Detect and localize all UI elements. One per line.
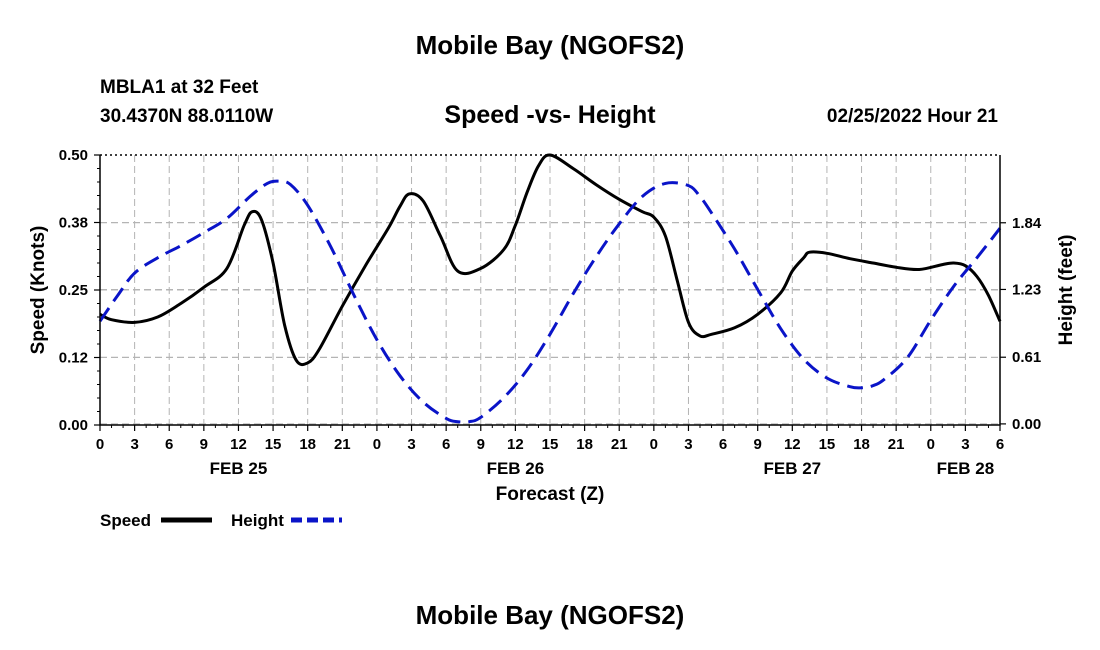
y2-tick-label: 0.00 [1012,416,1041,433]
y-axis-label: Speed (Knots) [28,226,49,355]
y2-tick-label: 1.84 [1012,215,1042,232]
x-tick-label: 6 [165,436,173,453]
x-tick-label: 0 [96,436,104,453]
x-tick-label: 21 [334,436,351,453]
axes: 0 3 6 9 12 15 18 21 0 3 6 9 12 15 18 21 0 3 6 9 12 15 18 21 0 3 6F… [59,147,1042,478]
x-tick-label: 18 [576,436,593,453]
y-tick-label: 0.25 [59,282,88,299]
x-tick-label: 21 [611,436,628,453]
x-axis-label: Forecast (Z) [496,484,605,505]
y2-tick-label: 1.23 [1012,281,1041,298]
legend: Speed Height [100,511,342,530]
station-name: MBLA1 at 32 Feet [100,77,259,98]
bottom-title: Mobile Bay (NGOFS2) [415,600,685,630]
x-tick-label: 9 [754,436,762,453]
legend-speed-label: Speed [100,511,151,530]
x-tick-label: 0 [650,436,658,453]
series-height-line [98,179,1002,424]
x-tick-label: 6 [442,436,450,453]
x-tick-label: 3 [130,436,138,453]
series-speed-line [99,153,1002,367]
x-tick-label: 6 [996,436,1004,453]
y-tick-label: 0.38 [59,215,88,232]
x-tick-label: 12 [784,436,801,453]
x-tick-label: 12 [507,436,524,453]
x-tick-label: 15 [542,436,559,453]
x-tick-label: 18 [299,436,316,453]
y2-tick-label: 0.61 [1012,349,1041,366]
x-tick-label: 6 [719,436,727,453]
main-title: Mobile Bay (NGOFS2) [415,30,685,60]
y-tick-label: 0.12 [59,350,88,367]
x-tick-label: 9 [477,436,485,453]
y2-axis-label: Height (feet) [1056,235,1077,346]
x-tick-label: 3 [684,436,692,453]
y-tick-label: 0.50 [59,147,88,164]
series-layer [98,153,1002,424]
x-tick-label: 0 [373,436,381,453]
forecast-time: 02/25/2022 Hour 21 [826,106,998,127]
x-tick-label: 12 [230,436,247,453]
legend-height-label: Height [231,511,284,530]
grid [100,155,1000,425]
chart-subtitle: Speed -vs- Height [444,101,656,129]
date-label: FEB 27 [763,459,821,478]
date-label: FEB 28 [937,459,995,478]
x-tick-label: 15 [819,436,836,453]
x-tick-label: 0 [927,436,935,453]
y-tick-label: 0.00 [59,417,88,434]
x-tick-label: 9 [200,436,208,453]
date-label: FEB 25 [210,459,268,478]
date-label: FEB 26 [487,459,545,478]
x-tick-label: 3 [407,436,415,453]
x-tick-label: 18 [853,436,870,453]
x-tick-label: 21 [888,436,905,453]
x-tick-label: 3 [961,436,969,453]
x-tick-label: 15 [265,436,282,453]
station-coords: 30.4370N 88.0110W [100,106,274,127]
